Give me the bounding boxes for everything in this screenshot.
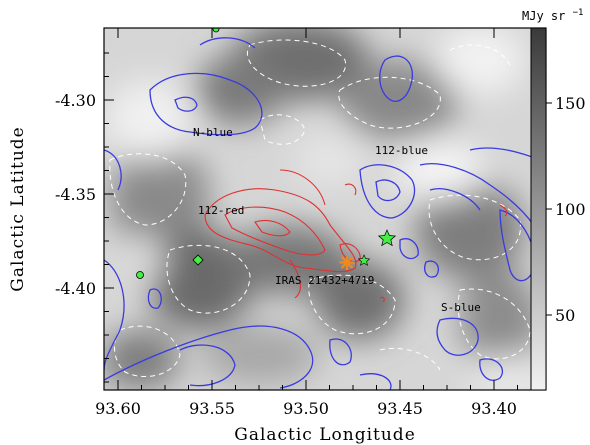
- green-star-marker: [377, 229, 397, 247]
- grayscale-map: N-blue 112-blue 112-red IRAS 21432+4719 …: [104, 28, 546, 390]
- y-tick-label: -4.35: [55, 185, 96, 204]
- x-tick-label: 93.50: [283, 399, 329, 418]
- blue-contours: [104, 37, 546, 390]
- colorbar-tick-label: 150: [555, 94, 586, 113]
- label-112-red: 112-red: [198, 204, 244, 217]
- label-iras: IRAS 21432+4719: [275, 274, 374, 287]
- colorbar: [530, 27, 547, 391]
- label-s-blue: S-blue: [441, 301, 481, 314]
- green-circle-marker-top: [212, 28, 220, 33]
- dashed-contours: [109, 39, 531, 377]
- label-112-blue: 112-blue: [375, 144, 428, 157]
- x-tick-label: 93.45: [377, 399, 423, 418]
- colorbar-ticks: [546, 102, 552, 316]
- y-tick-label: -4.30: [55, 91, 96, 110]
- source-markers: [136, 28, 397, 279]
- green-circle-marker: [136, 271, 144, 279]
- y-axis-title: Galactic Latitude: [8, 126, 28, 291]
- x-tick-label: 93.40: [471, 399, 517, 418]
- colorbar-unit-main: MJy sr: [522, 9, 565, 23]
- colorbar-tick-label: 50: [555, 306, 575, 325]
- x-tick-label: 93.55: [189, 399, 235, 418]
- colorbar-unit-exp: −1: [573, 8, 584, 18]
- colorbar-tick-label: 100: [555, 200, 586, 219]
- green-diamond-marker: [192, 254, 204, 266]
- iras-star-icon: [339, 255, 355, 270]
- colorbar-unit-label: MJy sr −1: [522, 8, 583, 23]
- x-axis: [117, 28, 542, 390]
- y-tick-label: -4.40: [55, 279, 96, 298]
- green-star-marker-small: [357, 254, 371, 266]
- x-tick-label: 93.60: [95, 399, 141, 418]
- label-n-blue: N-blue: [193, 126, 233, 139]
- x-axis-title: Galactic Longitude: [234, 425, 416, 445]
